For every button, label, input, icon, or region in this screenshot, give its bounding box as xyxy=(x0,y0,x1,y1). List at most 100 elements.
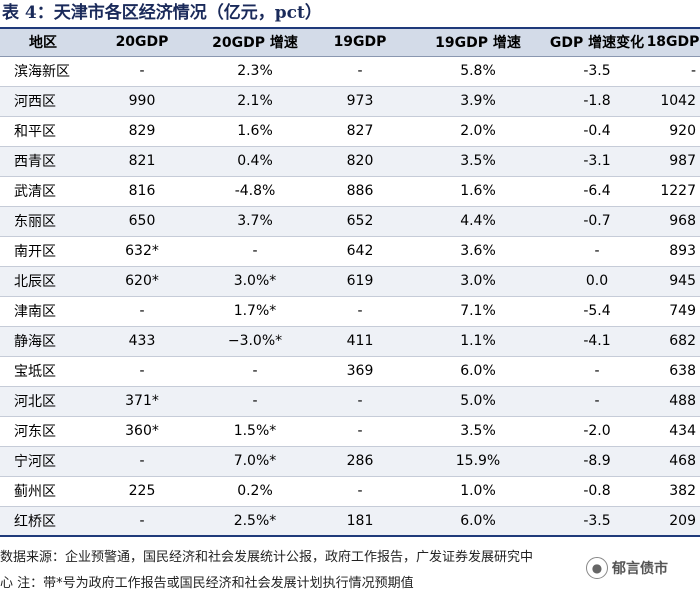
district-cell: 东丽区 xyxy=(0,206,86,237)
value-cell: 2.0% xyxy=(408,116,548,147)
value-cell: - xyxy=(312,386,408,417)
district-cell: 武清区 xyxy=(0,176,86,207)
table-row: 东丽区 650 3.7% 652 4.4% -0.7 968 xyxy=(0,206,700,237)
value-cell: 3.9% xyxy=(408,86,548,117)
value-cell: 3.6% xyxy=(408,236,548,267)
value-cell: - xyxy=(312,476,408,507)
value-cell: 620* xyxy=(86,266,198,297)
value-cell: 3.5% xyxy=(408,416,548,447)
value-cell: 749 xyxy=(646,296,700,327)
value-cell: 360* xyxy=(86,416,198,447)
value-cell: 682 xyxy=(646,326,700,357)
column-header: 20GDP xyxy=(86,29,198,57)
table-row: 津南区 -1.7%* -7.1% -5.4 749 xyxy=(0,296,700,327)
district-cell: 津南区 xyxy=(0,296,86,327)
value-cell: 987 xyxy=(646,146,700,177)
table-row: 红桥区 -2.5%* 181 6.0% -3.5 209 xyxy=(0,506,700,537)
value-cell: 973 xyxy=(312,86,408,117)
district-cell: 西青区 xyxy=(0,146,86,177)
value-cell: 15.9% xyxy=(408,446,548,477)
value-cell: -4.1 xyxy=(548,326,646,357)
value-cell: -1.8 xyxy=(548,86,646,117)
value-cell: 181 xyxy=(312,506,408,537)
value-cell: -6.4 xyxy=(548,176,646,207)
table-row: 河东区 360* 1.5%* -3.5% -2.0 434 xyxy=(0,416,700,447)
column-header: 20GDP 增速 xyxy=(198,29,312,57)
value-cell: -4.8% xyxy=(198,176,312,207)
value-cell: 1.1% xyxy=(408,326,548,357)
value-cell: 638 xyxy=(646,356,700,387)
value-cell: 1.5%* xyxy=(198,416,312,447)
value-cell: −3.0%* xyxy=(198,326,312,357)
district-cell: 蓟州区 xyxy=(0,476,86,507)
district-cell: 河东区 xyxy=(0,416,86,447)
column-header: 19GDP 增速 xyxy=(408,29,548,57)
asterisk-note: 心 注：带*号为政府工作报告或国民经济和社会发展计划执行情况预期值 xyxy=(0,576,414,591)
value-cell: 829 xyxy=(86,116,198,147)
value-cell: 816 xyxy=(86,176,198,207)
value-cell: 945 xyxy=(646,266,700,297)
value-cell: 411 xyxy=(312,326,408,357)
value-cell: - xyxy=(86,56,198,87)
value-cell: 286 xyxy=(312,446,408,477)
value-cell: -2.0 xyxy=(548,416,646,447)
value-cell: - xyxy=(312,296,408,327)
column-header: GDP 增速变化 xyxy=(548,29,646,57)
table-row: 南开区 632* -642 3.6% -893 xyxy=(0,236,700,267)
watermark-text: 郁言债市 xyxy=(612,561,668,577)
value-cell: 6.0% xyxy=(408,356,548,387)
table-row: 河北区 371* - -5.0% -488 xyxy=(0,386,700,417)
value-cell: 1.0% xyxy=(408,476,548,507)
table-row: 和平区 829 1.6% 827 2.0% -0.4 920 xyxy=(0,116,700,147)
table-row: 宁河区 -7.0%* 286 15.9% -8.9 468 xyxy=(0,446,700,477)
table-row: 西青区 821 0.4% 820 3.5% -3.1 987 xyxy=(0,146,700,177)
value-cell: 369 xyxy=(312,356,408,387)
value-cell: 371* xyxy=(86,386,198,417)
value-cell: 642 xyxy=(312,236,408,267)
value-cell: 1.7%* xyxy=(198,296,312,327)
value-cell: 3.0%* xyxy=(198,266,312,297)
value-cell: -8.9 xyxy=(548,446,646,477)
table-row: 滨海新区 -2.3% -5.8% -3.5- xyxy=(0,56,700,87)
value-cell: 0.4% xyxy=(198,146,312,177)
value-cell: - xyxy=(312,416,408,447)
value-cell: 652 xyxy=(312,206,408,237)
district-cell: 和平区 xyxy=(0,116,86,147)
watermark: ● 郁言债市 xyxy=(586,556,698,580)
value-cell: 4.4% xyxy=(408,206,548,237)
table-row: 静海区 433 −3.0%* 411 1.1% -4.1 682 xyxy=(0,326,700,357)
table-row: 北辰区 620* 3.0%* 619 3.0% 0.0 945 xyxy=(0,266,700,297)
table-row: 武清区 816 -4.8% 886 1.6% -6.4 1227 xyxy=(0,176,700,207)
district-cell: 静海区 xyxy=(0,326,86,357)
value-cell: 5.8% xyxy=(408,56,548,87)
value-cell: 2.3% xyxy=(198,56,312,87)
value-cell: 3.7% xyxy=(198,206,312,237)
value-cell: 433 xyxy=(86,326,198,357)
table-title: 表 4：天津市各区经济情况（亿元，pct） xyxy=(2,3,322,23)
value-cell: - xyxy=(548,236,646,267)
district-economy-table: 地区 20GDP 20GDP 增速 19GDP 19GDP 增速 GDP 增速变… xyxy=(0,29,700,537)
value-cell: - xyxy=(86,506,198,537)
value-cell: 225 xyxy=(86,476,198,507)
value-cell: 2.5%* xyxy=(198,506,312,537)
value-cell: - xyxy=(198,356,312,387)
column-header: 地区 xyxy=(0,29,86,57)
table-body: 滨海新区 -2.3% -5.8% -3.5- 河西区 990 2.1% 973 3.9% -1.8… xyxy=(0,56,700,537)
value-cell: -3.1 xyxy=(548,146,646,177)
value-cell: - xyxy=(198,236,312,267)
district-cell: 滨海新区 xyxy=(0,56,86,87)
district-cell: 北辰区 xyxy=(0,266,86,297)
source-note: 数据来源：企业预警通，国民经济和社会发展统计公报，政府工作报告，广发证券发展研究… xyxy=(0,550,534,565)
district-cell: 宝坻区 xyxy=(0,356,86,387)
value-cell: 209 xyxy=(646,506,700,537)
value-cell: - xyxy=(86,356,198,387)
value-cell: 827 xyxy=(312,116,408,147)
value-cell: -3.5 xyxy=(548,506,646,537)
district-cell: 宁河区 xyxy=(0,446,86,477)
value-cell: 821 xyxy=(86,146,198,177)
table-header-row: 地区 20GDP 20GDP 增速 19GDP 19GDP 增速 GDP 增速变… xyxy=(0,29,700,57)
title-rule xyxy=(0,27,700,29)
value-cell: 968 xyxy=(646,206,700,237)
value-cell: 2.1% xyxy=(198,86,312,117)
value-cell: - xyxy=(198,386,312,417)
